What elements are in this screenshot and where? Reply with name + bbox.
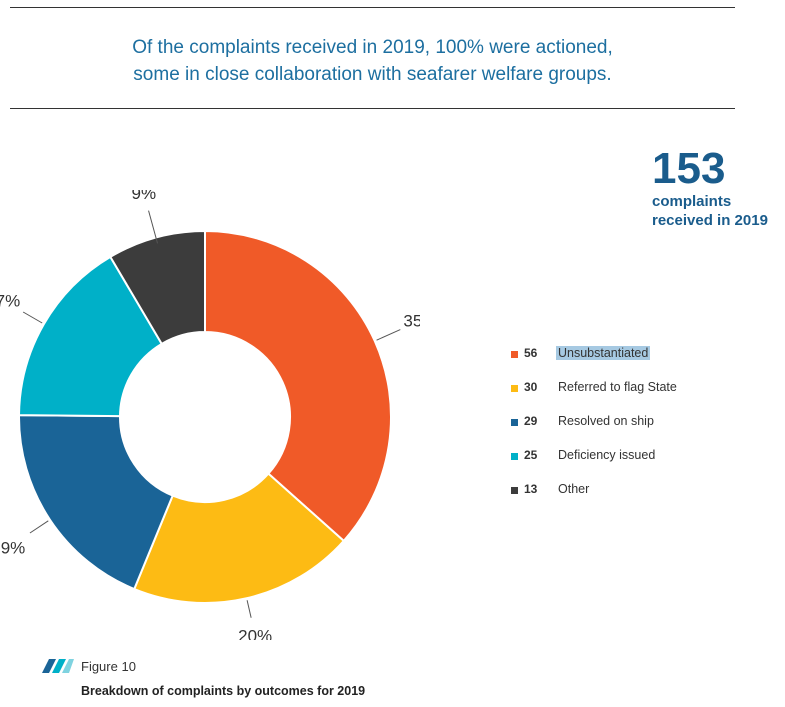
- percent-label: 35%: [403, 312, 420, 331]
- donut-slice-other: [108, 229, 206, 346]
- legend-count: 25: [524, 448, 538, 462]
- leader-line: [246, 600, 252, 618]
- headline-line-2: some in close collaboration with seafare…: [133, 64, 612, 85]
- legend-label: Other: [558, 482, 590, 496]
- donut-chart: 35% 20% 19% 17% 9%: [0, 190, 420, 640]
- bottom-rule: [10, 108, 735, 109]
- stat-value: 153: [652, 144, 726, 193]
- figure-caption: Breakdown of complaints by outcomes for …: [81, 684, 366, 698]
- legend-swatch: [511, 487, 518, 494]
- leader-line: [376, 329, 401, 341]
- donut-slice-resolved-on-ship: [18, 414, 174, 591]
- figure-label: Figure 10: [81, 659, 136, 674]
- legend-label: Deficiency issued: [558, 448, 656, 462]
- top-rule: [10, 7, 735, 8]
- legend-count: 30: [524, 380, 538, 394]
- legend-label: Unsubstantiated: [556, 346, 651, 360]
- legend-label: Resolved on ship: [558, 414, 654, 428]
- percent-label: 17%: [0, 292, 20, 311]
- legend-swatch: [511, 385, 518, 392]
- stat-label-line-1: complaints: [652, 193, 732, 210]
- legend-count: 56: [524, 346, 538, 360]
- leader-line: [29, 520, 49, 534]
- percent-label: 20%: [238, 626, 272, 640]
- headline: Of the complaints received in 2019, 100%…: [10, 34, 735, 88]
- legend-swatch: [511, 419, 518, 426]
- headline-line-1: Of the complaints received in 2019, 100%…: [132, 37, 613, 58]
- stat-label-line-2: received in 2019: [652, 212, 768, 229]
- percent-label: 9%: [132, 190, 157, 203]
- legend-label: Referred to flag State: [558, 380, 677, 394]
- complaints-stat: 153 complaints received in 2019: [652, 146, 785, 230]
- legend-count: 29: [524, 414, 538, 428]
- legend-swatch: [511, 351, 518, 358]
- donut-slice-deficiency-issued: [17, 255, 164, 418]
- donut-slice-referred-to-flag-state: [132, 472, 346, 604]
- legend-swatch: [511, 453, 518, 460]
- figure-stripes-icon: [42, 659, 74, 673]
- percent-label: 19%: [0, 538, 25, 557]
- leader-line: [148, 210, 159, 244]
- legend-count: 13: [524, 482, 538, 496]
- leader-line: [22, 311, 43, 324]
- donut-slice-unsubstantiated: [204, 229, 392, 543]
